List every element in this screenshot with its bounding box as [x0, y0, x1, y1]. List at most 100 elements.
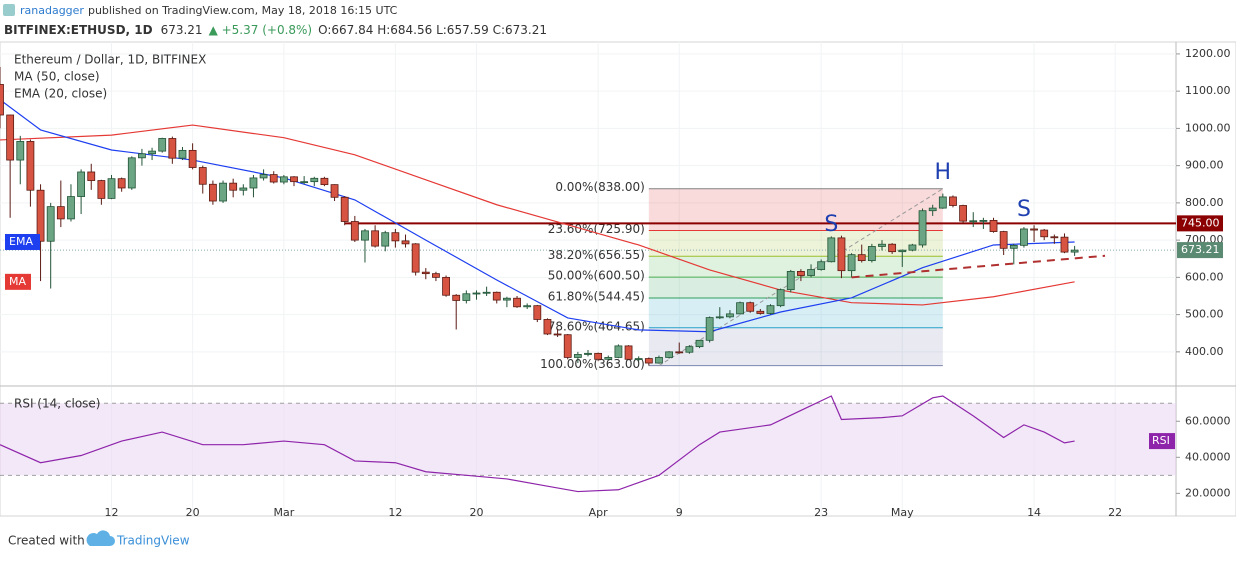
- candle-body: [432, 273, 440, 278]
- rsi-line: [0, 395, 1075, 493]
- rsi-tick-label: 40.0000: [1185, 450, 1231, 463]
- candle-body: [1040, 229, 1049, 238]
- candle-body: [127, 157, 136, 189]
- candle-body: [310, 177, 319, 183]
- candle-body: [604, 357, 613, 360]
- x-tick-label: 22: [1108, 506, 1122, 519]
- rsi-title: RSI (14, close): [14, 397, 100, 411]
- x-tick-label: 12: [105, 506, 119, 519]
- legend-ma: MA (50, close): [14, 70, 100, 84]
- candle-body: [1070, 249, 1079, 253]
- candle-body: [168, 138, 177, 159]
- candle-body: [300, 181, 309, 184]
- candle-body: [340, 196, 349, 222]
- legend-ema: EMA (20, close): [14, 87, 107, 101]
- candle-body: [391, 232, 400, 242]
- candle-body: [766, 305, 775, 314]
- candle-body: [888, 243, 897, 253]
- candle-body: [523, 305, 532, 308]
- y-tick-label: 1200.00: [1185, 47, 1231, 60]
- candle-body: [756, 310, 765, 314]
- fib-label: 100.00%(363.00): [540, 357, 645, 371]
- change: ▲ +5.37 (+0.8%): [209, 23, 313, 37]
- candle-body: [198, 167, 207, 185]
- x-tick-label: May: [891, 506, 914, 519]
- candle-body: [675, 351, 684, 354]
- candle-body: [290, 176, 298, 183]
- candle-body: [462, 293, 471, 301]
- rsi-tick-label: 60.0000: [1185, 414, 1231, 427]
- rsi-tick-label: 20.0000: [1185, 486, 1231, 499]
- x-tick-label: Apr: [589, 506, 609, 519]
- candle-body: [563, 334, 572, 358]
- pattern-label: H: [935, 160, 952, 185]
- fib-band: [648, 298, 943, 328]
- last: 673.21: [161, 23, 203, 37]
- candle-body: [188, 149, 197, 168]
- candle-body: [371, 230, 380, 247]
- candle-body: [624, 345, 633, 360]
- candle-body: [401, 240, 410, 245]
- pattern-label: S: [824, 212, 838, 237]
- candle-body: [259, 174, 268, 179]
- fib-label: 61.80%(544.45): [548, 290, 645, 304]
- candle-body: [502, 297, 511, 301]
- candle-body: [908, 244, 917, 251]
- candle-body: [26, 141, 35, 191]
- logo: [86, 530, 115, 546]
- candle-body: [867, 246, 876, 262]
- series-tag-label: MA: [9, 275, 26, 288]
- candle-body: [249, 177, 258, 189]
- fib-band: [648, 277, 943, 299]
- candle-body: [949, 196, 957, 206]
- candle-body: [878, 243, 886, 247]
- candle-body: [482, 291, 491, 294]
- resistance-tag: [1177, 215, 1223, 232]
- candle-body: [573, 354, 582, 358]
- author[interactable]: ranadagger: [20, 4, 84, 17]
- candle-body: [239, 187, 248, 191]
- candle-body: [513, 297, 521, 308]
- candle-body: [229, 182, 238, 191]
- candle-body: [898, 249, 907, 253]
- candle-body: [796, 271, 805, 276]
- candle-body: [533, 305, 542, 320]
- x-tick-label: 9: [676, 506, 683, 519]
- candle-body: [361, 230, 369, 241]
- x-tick-label: Mar: [273, 506, 294, 519]
- candle-body: [979, 219, 988, 222]
- footer-brand[interactable]: TradingView: [116, 534, 190, 548]
- avatar: [3, 4, 15, 16]
- candle-body: [36, 189, 45, 242]
- x-tick-label: 20: [469, 506, 483, 519]
- rsi-pane: [0, 387, 1176, 515]
- candle-body: [97, 180, 106, 199]
- candle-body: [837, 237, 846, 272]
- candle-body: [959, 205, 968, 222]
- candle-body: [16, 141, 25, 161]
- candle-body: [219, 182, 227, 202]
- symbol-line: BITFINEX:ETHUSD, 1D 673.21 ▲ +5.37 (+0.8%)…: [4, 23, 547, 37]
- price-pane: 0.00%(838.00)23.60%(725.90)38.20%(656.55…: [0, 42, 1176, 385]
- candle-body: [1009, 244, 1018, 249]
- candle-body: [989, 219, 998, 232]
- series-tag: [5, 233, 40, 250]
- neckline: [851, 254, 1106, 279]
- x-tick-label: 14: [1027, 506, 1041, 519]
- candle-body: [442, 276, 450, 296]
- candle-body: [594, 352, 603, 360]
- candle-body: [847, 254, 856, 272]
- candle-body: [0, 84, 4, 116]
- chart-title: Ethereum / Dollar, 1D, BITFINEX: [14, 53, 206, 67]
- candle-body: [178, 149, 187, 159]
- header-line: ranadagger published on TradingView.com, …: [20, 4, 398, 17]
- candle-body: [736, 302, 744, 315]
- candle-body: [279, 176, 288, 183]
- candle-body: [269, 174, 278, 183]
- candle-body: [969, 220, 978, 223]
- candle-body: [715, 316, 724, 319]
- series-tag-label: EMA: [9, 235, 33, 248]
- y-tick-label: 400.00: [1185, 345, 1224, 358]
- y-tick-label: 600.00: [1185, 270, 1224, 283]
